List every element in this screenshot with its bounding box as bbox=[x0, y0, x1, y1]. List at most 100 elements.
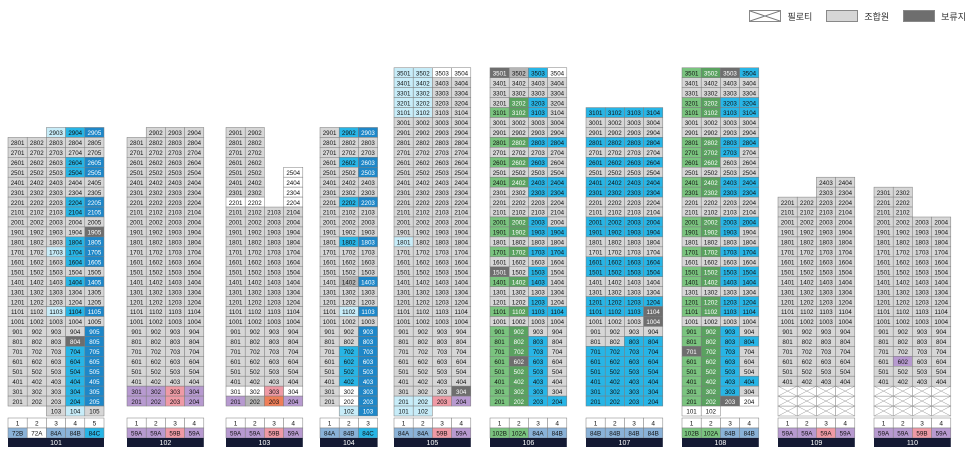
unit-number: 504 bbox=[744, 369, 755, 376]
unit-number: 703 bbox=[533, 349, 544, 356]
unit-number: 1504 bbox=[550, 269, 564, 276]
unit-number: 1002 bbox=[416, 319, 430, 326]
unit-number: 2904 bbox=[646, 130, 660, 137]
unit-number: 1801 bbox=[130, 240, 144, 247]
unit-number: 201 bbox=[494, 399, 505, 406]
unit-number: 2905 bbox=[88, 130, 102, 137]
unit-number: 2102 bbox=[704, 210, 718, 217]
unit-number: 1901 bbox=[493, 230, 507, 237]
unit-number: 1304 bbox=[550, 289, 564, 296]
unit-number: 2504 bbox=[550, 170, 564, 177]
unit-number: 2901 bbox=[589, 130, 603, 137]
unit-number: 604 bbox=[648, 359, 659, 366]
unit-number: 1302 bbox=[896, 289, 910, 296]
unit-type: 59B bbox=[436, 431, 447, 438]
unit-number: 2201 bbox=[229, 200, 243, 207]
unit-number: 301 bbox=[12, 389, 23, 396]
unit-number: 2301 bbox=[685, 190, 699, 197]
unit-number: 601 bbox=[494, 359, 505, 366]
unit-number: 1503 bbox=[819, 269, 833, 276]
unit-number: 2802 bbox=[512, 140, 526, 147]
piloti-cross bbox=[797, 395, 817, 407]
unit-number: 704 bbox=[744, 349, 755, 356]
unit-number: 701 bbox=[398, 349, 409, 356]
unit-number: 1601 bbox=[229, 259, 243, 266]
unit-number: 102 bbox=[344, 409, 355, 416]
unit-number: 2202 bbox=[149, 200, 163, 207]
unit-number: 401 bbox=[782, 379, 793, 386]
unit-number: 2804 bbox=[550, 140, 564, 147]
unit-number: 2203 bbox=[168, 200, 182, 207]
unit-number: 902 bbox=[250, 329, 261, 336]
unit-number: 3003 bbox=[627, 120, 641, 127]
unit-number: 903 bbox=[170, 329, 181, 336]
line-number: 4 bbox=[192, 421, 196, 428]
piloti-cross bbox=[816, 405, 836, 417]
unit-number: 2301 bbox=[323, 190, 337, 197]
unit-number: 2601 bbox=[323, 160, 337, 167]
unit-number: 801 bbox=[398, 339, 409, 346]
unit-number: 2802 bbox=[248, 140, 262, 147]
unit-number: 704 bbox=[288, 349, 299, 356]
unit-number: 2801 bbox=[589, 140, 603, 147]
unit-number: 2002 bbox=[248, 220, 262, 227]
unit-number: 202 bbox=[706, 399, 717, 406]
unit-number: 2004 bbox=[187, 220, 201, 227]
unit-number: 303 bbox=[170, 389, 181, 396]
unit-number: 2304 bbox=[838, 190, 852, 197]
unit-number: 2803 bbox=[435, 140, 449, 147]
unit-number: 1202 bbox=[800, 299, 814, 306]
unit-number: 1504 bbox=[454, 269, 468, 276]
unit-number: 1203 bbox=[267, 299, 281, 306]
unit-number: 2301 bbox=[11, 190, 25, 197]
unit-number: 2002 bbox=[800, 220, 814, 227]
unit-number: 1002 bbox=[512, 319, 526, 326]
unit-number: 1303 bbox=[627, 289, 641, 296]
unit-number: 1401 bbox=[130, 279, 144, 286]
unit-number: 503 bbox=[821, 369, 832, 376]
line-number: 2 bbox=[421, 421, 425, 428]
unit-number: 403 bbox=[437, 379, 448, 386]
piloti-cross bbox=[816, 385, 836, 397]
legend-union: 조합원 bbox=[826, 10, 889, 23]
unit-number: 803 bbox=[821, 339, 832, 346]
unit-number: 1104 bbox=[935, 309, 949, 316]
legend: 필로티 조합원 보류지 bbox=[735, 9, 966, 23]
unit-number: 2301 bbox=[397, 190, 411, 197]
unit-number: 2801 bbox=[493, 140, 507, 147]
unit-number: 801 bbox=[878, 339, 889, 346]
unit-number: 2402 bbox=[342, 180, 356, 187]
legend-union-label: 조합원 bbox=[864, 11, 890, 22]
unit-number: 1203 bbox=[723, 299, 737, 306]
unit-number: 2504 bbox=[742, 170, 756, 177]
unit-number: 2303 bbox=[819, 190, 833, 197]
unit-number: 402 bbox=[418, 379, 429, 386]
unit-type: 59A bbox=[840, 431, 852, 438]
unit-number: 304 bbox=[189, 389, 200, 396]
unit-number: 1703 bbox=[723, 250, 737, 257]
unit-number: 3301 bbox=[685, 90, 699, 97]
unit-number: 2404 bbox=[454, 180, 468, 187]
unit-number: 3403 bbox=[723, 80, 737, 87]
unit-number: 1301 bbox=[229, 289, 243, 296]
unit-number: 2501 bbox=[685, 170, 699, 177]
unit-number: 3404 bbox=[742, 80, 756, 87]
unit-number: 1601 bbox=[685, 259, 699, 266]
unit-number: 1704 bbox=[286, 250, 300, 257]
unit-number: 605 bbox=[89, 359, 100, 366]
unit-number: 1103 bbox=[361, 309, 375, 316]
unit-number: 401 bbox=[494, 379, 505, 386]
unit-number: 202 bbox=[514, 399, 525, 406]
unit-number: 1403 bbox=[531, 279, 545, 286]
unit-number: 2702 bbox=[149, 150, 163, 157]
piloti-cross bbox=[777, 385, 798, 397]
unit-number: 1903 bbox=[819, 230, 833, 237]
unit-number: 604 bbox=[189, 359, 200, 366]
unit-number: 404 bbox=[189, 379, 200, 386]
unit-number: 1701 bbox=[589, 250, 603, 257]
unit-number: 1103 bbox=[168, 309, 182, 316]
unit-number: 1901 bbox=[323, 230, 337, 237]
unit-number: 1903 bbox=[361, 230, 375, 237]
unit-number: 1404 bbox=[286, 279, 300, 286]
line-number: 1 bbox=[498, 421, 502, 428]
